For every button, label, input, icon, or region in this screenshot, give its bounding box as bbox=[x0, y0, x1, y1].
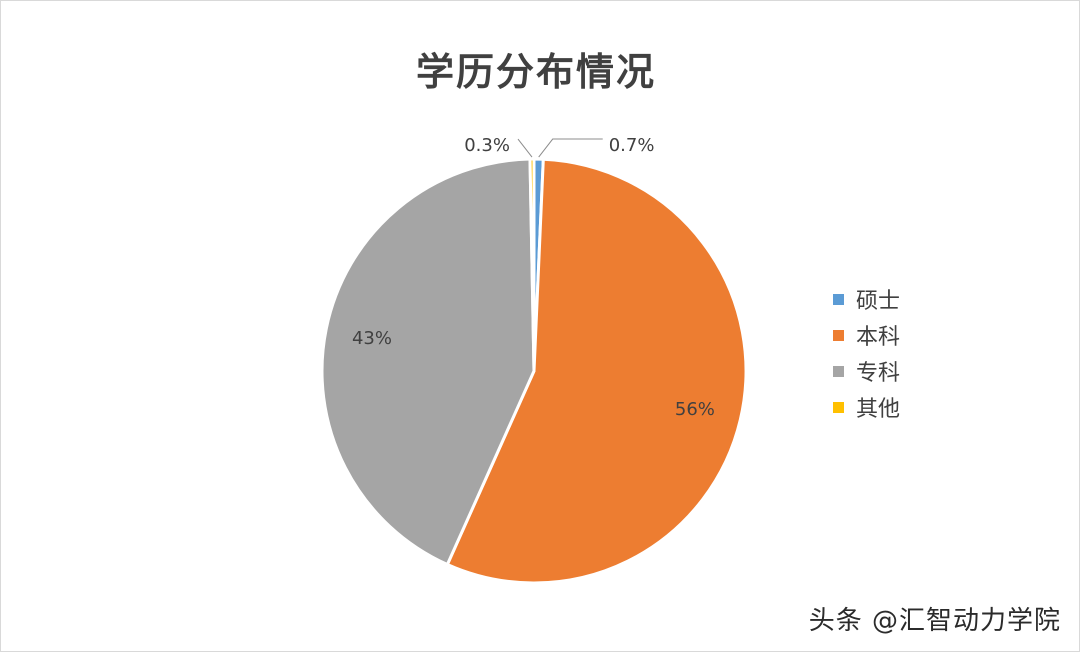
legend-label-master: 硕士 bbox=[856, 289, 901, 314]
legend-swatch-college bbox=[833, 365, 844, 377]
chart-legend: 硕士 本科 专科 其他 bbox=[833, 281, 900, 425]
watermark: 头条 @汇智动力学院 bbox=[808, 606, 1061, 636]
chart-title: 学历分布情况 bbox=[415, 49, 656, 94]
leader-line-other bbox=[517, 138, 533, 158]
legend-label-bachelor: 本科 bbox=[856, 325, 901, 350]
pie-slice-other bbox=[528, 157, 536, 372]
legend-label-other: 其他 bbox=[856, 397, 901, 422]
data-label-other: 0.3% bbox=[464, 135, 510, 156]
data-label-bachelor: 56% bbox=[675, 399, 715, 420]
legend-label-college: 专科 bbox=[856, 361, 901, 386]
pie-slice-college bbox=[320, 157, 536, 567]
legend-swatch-master bbox=[833, 293, 844, 305]
data-label-college: 43% bbox=[352, 328, 392, 349]
data-label-master: 0.7% bbox=[609, 135, 655, 156]
legend-item-bachelor: 本科 bbox=[833, 317, 900, 353]
leader-line-master bbox=[538, 138, 603, 158]
legend-item-other: 其他 bbox=[833, 389, 900, 425]
legend-swatch-other bbox=[833, 401, 844, 413]
legend-swatch-bachelor bbox=[833, 329, 844, 341]
legend-item-master: 硕士 bbox=[833, 281, 900, 317]
pie-slice-bachelor bbox=[445, 157, 748, 585]
legend-item-college: 专科 bbox=[833, 353, 900, 389]
